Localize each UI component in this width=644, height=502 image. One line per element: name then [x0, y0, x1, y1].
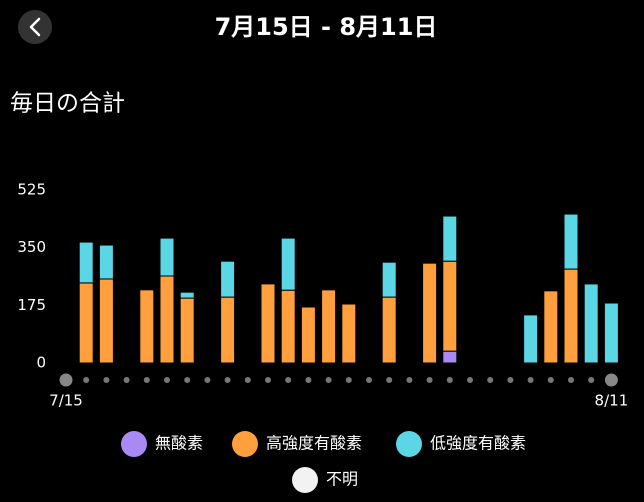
- bar-segment: [563, 268, 579, 364]
- axis-dot: [224, 377, 231, 383]
- bar-segment: [543, 290, 559, 364]
- axis-dot: [366, 377, 372, 383]
- bar-segment: [159, 275, 175, 364]
- axis-dot: [406, 377, 413, 383]
- back-button[interactable]: [18, 10, 52, 44]
- bar-segment: [280, 289, 296, 364]
- legend-swatch: [292, 467, 318, 493]
- axis-dot: [426, 377, 433, 383]
- axis-dot: [244, 377, 251, 383]
- y-tick-label: 175: [17, 296, 46, 314]
- bar-segment: [442, 350, 458, 364]
- legend-label: 低強度有酸素: [430, 434, 526, 453]
- back-icon[interactable]: [29, 17, 41, 37]
- back-circle[interactable]: [18, 10, 52, 44]
- axis-dot: [123, 377, 130, 383]
- page-title: 7月15日 - 8月11日: [215, 13, 438, 41]
- bar-segment: [179, 291, 195, 299]
- axis-dot: [527, 377, 534, 383]
- bar-segment: [260, 283, 276, 364]
- axis-dot: [568, 377, 574, 383]
- axis-dot: [446, 377, 453, 383]
- y-tick-label: 525: [17, 181, 46, 199]
- bar-segment: [139, 289, 155, 364]
- axis-dot: [386, 377, 393, 383]
- bar-segment: [78, 282, 94, 364]
- bar-segment: [381, 261, 397, 298]
- bar-segment: [159, 237, 175, 277]
- axis-dot: [285, 377, 292, 383]
- bar-segment: [98, 244, 114, 280]
- bar-segment: [583, 283, 599, 364]
- legend-label: 不明: [326, 470, 358, 489]
- bar-segment: [523, 314, 539, 364]
- axis-dot: [547, 377, 554, 383]
- axis-dot: [325, 377, 332, 383]
- bar-segment: [563, 213, 579, 270]
- chart-title: 毎日の合計: [10, 91, 125, 117]
- legend-swatch: [121, 431, 147, 457]
- axis-dot: [507, 377, 514, 383]
- y-tick-label: 0: [36, 354, 46, 372]
- axis-dot: [487, 377, 494, 383]
- bar-segment: [280, 237, 296, 291]
- bar-segment: [300, 306, 316, 364]
- axis-dot: [59, 373, 73, 387]
- axis-dot: [588, 377, 595, 383]
- bar-segment: [381, 296, 397, 364]
- bar-segment: [422, 262, 438, 364]
- axis-dot: [467, 377, 473, 383]
- axis-dot: [164, 377, 170, 383]
- bar-segment: [220, 260, 236, 298]
- x-tick-label: 8/11: [595, 392, 629, 410]
- bar-segment: [603, 302, 619, 364]
- legend-swatch: [396, 431, 422, 457]
- bar-segment: [220, 296, 236, 364]
- axis-dot: [204, 377, 211, 383]
- bar-segment: [442, 215, 458, 262]
- bar-segment: [442, 260, 458, 352]
- axis-dot: [103, 377, 110, 383]
- bar-segment: [78, 241, 94, 284]
- legend-swatch: [232, 431, 258, 457]
- bar-segment: [179, 297, 195, 364]
- bar-segment: [341, 303, 357, 364]
- axis-dot: [345, 377, 352, 383]
- legend-label: 無酸素: [155, 434, 203, 453]
- axis-dot: [305, 377, 312, 383]
- y-tick-label: 350: [17, 238, 46, 256]
- axis-dot: [143, 377, 150, 383]
- axis-dot: [184, 377, 191, 383]
- bar-segment: [321, 289, 337, 364]
- axis-dot: [265, 377, 271, 383]
- x-tick-label: 7/15: [49, 392, 83, 410]
- axis-dot: [83, 377, 90, 383]
- axis-dot: [604, 373, 618, 387]
- bar-segment: [98, 278, 114, 364]
- legend-label: 高強度有酸素: [266, 434, 362, 453]
